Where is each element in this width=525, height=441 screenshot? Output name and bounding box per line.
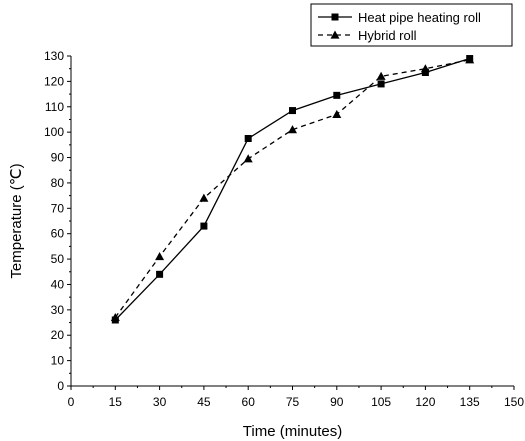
series-line <box>115 60 469 318</box>
x-tick-label: 90 <box>330 395 344 409</box>
x-tick-label: 45 <box>197 395 211 409</box>
x-tick-label: 75 <box>286 395 300 409</box>
triangle-marker <box>244 154 253 162</box>
x-tick-label: 150 <box>504 395 524 409</box>
x-tick-label: 30 <box>153 395 167 409</box>
triangle-marker <box>155 252 164 260</box>
y-tick-label: 130 <box>44 49 64 63</box>
series-line <box>115 59 469 320</box>
plot-area <box>71 56 514 386</box>
y-tick-label: 40 <box>51 277 65 291</box>
series-layer <box>111 55 474 323</box>
y-tick-label: 30 <box>51 303 65 317</box>
x-tick-label: 120 <box>415 395 435 409</box>
x-tick-label: 105 <box>371 395 391 409</box>
legend-label: Hybrid roll <box>358 28 417 43</box>
square-marker <box>332 14 339 21</box>
y-axis: 0 10 20 30 40 50 60 70 80 90 100 110 120 130 <box>44 49 71 393</box>
x-axis-title: Time (minutes) <box>243 423 342 440</box>
y-tick-label: 0 <box>57 379 64 393</box>
square-marker <box>156 271 163 278</box>
y-tick-label: 110 <box>45 100 64 114</box>
square-marker <box>333 92 340 99</box>
y-tick-label: 80 <box>51 176 65 190</box>
y-tick-label: 120 <box>44 74 64 88</box>
x-tick-label: 15 <box>109 395 123 409</box>
y-tick-label: 70 <box>51 201 65 215</box>
series-2 <box>111 55 474 321</box>
series-1 <box>112 55 473 323</box>
y-tick-label: 50 <box>51 252 65 266</box>
x-tick-label: 0 <box>68 395 75 409</box>
square-marker <box>245 135 252 142</box>
y-tick-label: 60 <box>51 227 65 241</box>
y-tick-label: 100 <box>44 125 64 139</box>
x-axis: 0 15 30 45 60 75 90 105 120 135 150 <box>68 386 525 409</box>
x-tick-label: 135 <box>460 395 480 409</box>
x-tick-label: 60 <box>242 395 256 409</box>
square-marker <box>378 80 385 87</box>
y-tick-label: 90 <box>51 151 65 165</box>
square-marker <box>289 107 296 114</box>
y-tick-label: 20 <box>51 328 65 342</box>
legend-label: Heat pipe heating roll <box>358 10 481 25</box>
legend: Heat pipe heating roll Hybrid roll <box>311 4 512 46</box>
square-marker <box>200 223 207 230</box>
y-axis-title: Temperature (℃) <box>8 163 25 278</box>
y-tick-label: 10 <box>51 354 65 368</box>
triangle-marker <box>332 110 341 118</box>
